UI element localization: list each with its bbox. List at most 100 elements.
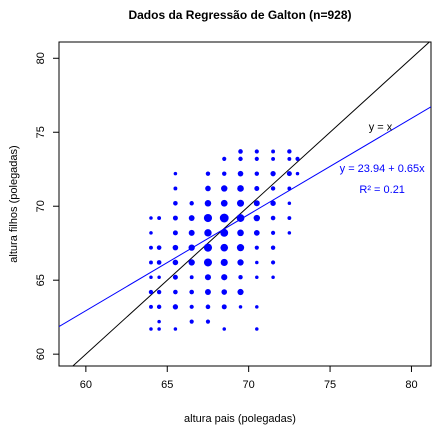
point — [173, 200, 178, 206]
point — [237, 170, 244, 177]
point — [270, 200, 276, 206]
point — [172, 244, 179, 251]
point — [253, 214, 261, 222]
point — [149, 275, 153, 279]
point — [173, 186, 178, 191]
point — [237, 288, 244, 296]
point — [172, 274, 178, 280]
point — [220, 243, 229, 252]
point — [255, 275, 259, 279]
point — [287, 216, 292, 220]
point — [254, 185, 260, 191]
point — [204, 289, 211, 296]
point — [203, 243, 213, 252]
point — [287, 231, 292, 235]
point — [149, 216, 153, 220]
point — [149, 304, 153, 309]
point — [237, 259, 244, 266]
point — [157, 275, 161, 279]
point — [221, 289, 228, 295]
y-tick-label: 80 — [35, 52, 47, 64]
point — [287, 149, 292, 154]
point — [205, 171, 211, 176]
point — [253, 200, 260, 207]
annotation: y = 23.94 + 0.65x — [340, 163, 426, 175]
point — [149, 245, 153, 250]
point — [204, 274, 212, 281]
point — [148, 289, 154, 295]
point — [203, 213, 213, 223]
point — [172, 259, 179, 266]
point — [271, 149, 276, 154]
point — [221, 304, 227, 310]
x-tick-label: 65 — [161, 379, 173, 391]
point — [156, 245, 162, 250]
point — [271, 260, 276, 265]
point — [220, 258, 228, 266]
point — [287, 186, 292, 191]
y-tick-label: 60 — [35, 348, 47, 360]
point — [188, 229, 195, 236]
point — [270, 186, 276, 191]
point — [205, 319, 211, 324]
point — [271, 230, 276, 235]
point — [238, 156, 243, 162]
point — [172, 230, 178, 236]
point — [254, 171, 260, 176]
x-tick-label: 75 — [324, 379, 336, 391]
point — [172, 215, 178, 221]
plot-frame — [58, 41, 432, 367]
point — [205, 185, 211, 192]
point — [189, 304, 194, 309]
fit-line — [59, 106, 431, 327]
y-tick-label: 70 — [35, 200, 47, 212]
point — [222, 171, 227, 176]
x-tick-label: 70 — [243, 379, 255, 391]
point — [149, 260, 153, 265]
point — [149, 231, 153, 235]
point — [236, 199, 245, 207]
annotation: R² = 0.21 — [359, 184, 405, 196]
point — [173, 289, 178, 295]
point — [271, 156, 276, 161]
point — [238, 305, 243, 309]
point — [220, 199, 228, 207]
point — [204, 229, 212, 237]
point — [271, 275, 275, 279]
y-tick-label: 65 — [35, 274, 47, 286]
point — [270, 215, 276, 221]
plot-area — [59, 42, 431, 366]
point — [156, 304, 162, 310]
point — [287, 201, 292, 206]
point — [237, 229, 244, 237]
point — [157, 319, 161, 324]
point — [188, 259, 195, 266]
point — [189, 319, 194, 324]
annotation: y = x — [369, 122, 393, 134]
point — [156, 260, 162, 265]
point — [236, 214, 245, 222]
point — [221, 274, 228, 281]
point — [188, 215, 195, 221]
point — [173, 171, 178, 176]
point — [287, 156, 292, 161]
point — [189, 201, 194, 206]
point — [255, 327, 259, 331]
x-tick-label: 80 — [405, 379, 417, 391]
y-axis-label: altura filhos (polegadas) — [8, 145, 20, 262]
point — [295, 171, 300, 176]
point — [286, 171, 292, 177]
point — [221, 185, 228, 192]
point — [173, 327, 178, 331]
point — [222, 327, 226, 331]
point — [189, 275, 194, 280]
point — [238, 149, 243, 154]
point — [157, 216, 162, 220]
point — [236, 244, 245, 252]
point — [255, 305, 259, 309]
point — [219, 213, 229, 223]
point — [189, 289, 194, 295]
point — [295, 156, 300, 161]
point — [238, 275, 243, 280]
